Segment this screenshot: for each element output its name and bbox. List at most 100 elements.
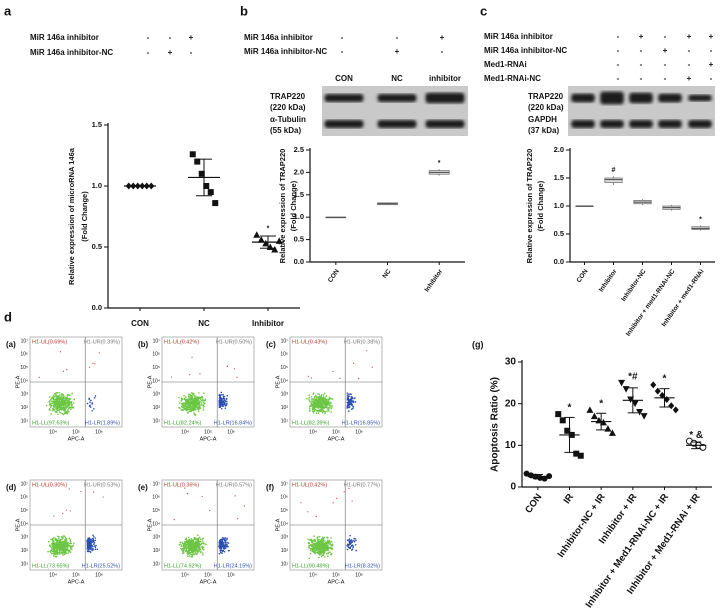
chart-title: (g) — [472, 339, 484, 349]
event-dot — [191, 553, 193, 556]
event-dot — [191, 546, 194, 548]
flow-y-tick-label: 10¹ — [21, 418, 29, 424]
event-dot — [191, 356, 193, 358]
event-dot — [187, 412, 189, 414]
event-dot — [179, 402, 181, 404]
event-dot — [188, 543, 191, 545]
event-dot — [200, 550, 202, 553]
event-dot — [185, 541, 187, 544]
flow-y-tick-label: 10⁷ — [153, 481, 161, 487]
event-dot — [179, 541, 181, 544]
event-dot — [328, 539, 331, 542]
event-dot — [330, 545, 333, 547]
flow-y-tick-label: 10³ — [21, 535, 29, 541]
flow-y-tick-label: 10³ — [153, 392, 161, 398]
x-tick-label: CON — [576, 268, 590, 284]
event-dot — [316, 542, 319, 544]
event-dot — [346, 401, 349, 404]
event-dot — [313, 407, 315, 410]
event-dot — [193, 403, 195, 405]
event-dot — [197, 546, 200, 549]
event-dot — [221, 393, 223, 396]
event-dot — [63, 412, 66, 414]
event-dot — [332, 502, 334, 504]
event-dot — [194, 399, 196, 401]
flow-y-tick-label: 10⁵ — [20, 365, 28, 371]
event-dot — [201, 542, 203, 545]
event-dot — [309, 547, 312, 550]
event-dot — [347, 398, 350, 401]
flow-x-tick-label: 10⁴ — [309, 429, 317, 435]
event-dot — [62, 413, 65, 416]
event-dot — [50, 546, 53, 549]
flow-y-tick-label: 10⁷ — [21, 481, 29, 487]
data-point — [586, 406, 594, 413]
flow-y-tick-label: 10⁶ — [280, 495, 288, 501]
event-dot — [45, 404, 48, 407]
event-dot — [327, 549, 329, 552]
event-dot — [300, 502, 302, 504]
event-dot — [323, 536, 326, 539]
event-dot — [68, 403, 71, 406]
blot-band — [425, 120, 465, 128]
event-dot — [189, 407, 192, 410]
event-dot — [325, 399, 327, 402]
event-dot — [197, 410, 200, 413]
event-dot — [313, 405, 316, 408]
event-dot — [312, 543, 315, 546]
event-dot — [63, 550, 66, 552]
event-dot — [353, 397, 355, 400]
event-dot — [91, 549, 93, 552]
event-dot — [61, 393, 64, 396]
event-dot — [197, 534, 199, 537]
event-dot — [219, 541, 222, 544]
condition-label: MiR 146a inhibitor-NC — [30, 48, 113, 57]
event-dot — [52, 404, 54, 407]
event-dot — [194, 406, 196, 408]
condition-cell: + — [168, 48, 173, 57]
event-dot — [315, 412, 318, 415]
event-dot — [191, 549, 194, 551]
flow-y-tick-label: 10³ — [281, 535, 289, 541]
event-dot — [196, 406, 199, 409]
event-dot — [56, 546, 58, 549]
blot-band — [658, 120, 682, 128]
event-dot — [318, 402, 320, 404]
event-dot — [316, 547, 319, 550]
event-dot — [327, 406, 330, 409]
condition-cell: - — [640, 46, 643, 55]
blot-band — [377, 120, 417, 128]
event-dot — [320, 555, 323, 558]
event-dot — [309, 552, 312, 555]
event-dot — [218, 394, 220, 396]
event-dot — [89, 546, 91, 548]
event-dot — [171, 376, 173, 378]
event-dot — [223, 399, 225, 402]
flow-x-tick-label: 10⁴ — [49, 429, 57, 435]
flow-y-tick-label: 10³ — [153, 535, 161, 541]
flow-y-tick-label: 10⁶ — [20, 495, 28, 501]
event-dot — [87, 548, 89, 550]
quadrant-label: H1-UR(0.77%) — [344, 482, 380, 488]
lane-label: inhibitor — [429, 74, 461, 83]
blot-row-label: GAPDH — [528, 115, 557, 124]
event-dot — [350, 549, 353, 551]
event-dot — [57, 402, 59, 405]
flow-events — [300, 487, 358, 560]
event-dot — [310, 398, 313, 400]
event-dot — [194, 550, 197, 553]
event-dot — [325, 547, 328, 550]
event-dot — [58, 537, 60, 540]
event-dot — [62, 554, 64, 556]
event-dot — [191, 541, 194, 543]
event-dot — [52, 396, 54, 398]
event-dot — [201, 540, 204, 542]
event-dot — [358, 377, 360, 380]
event-dot — [67, 404, 69, 406]
event-dot — [354, 543, 357, 546]
flow-panel-label: (d) — [6, 483, 17, 492]
event-dot — [326, 402, 329, 405]
event-dot — [309, 544, 312, 547]
event-dot — [226, 402, 228, 405]
event-dot — [221, 400, 224, 402]
